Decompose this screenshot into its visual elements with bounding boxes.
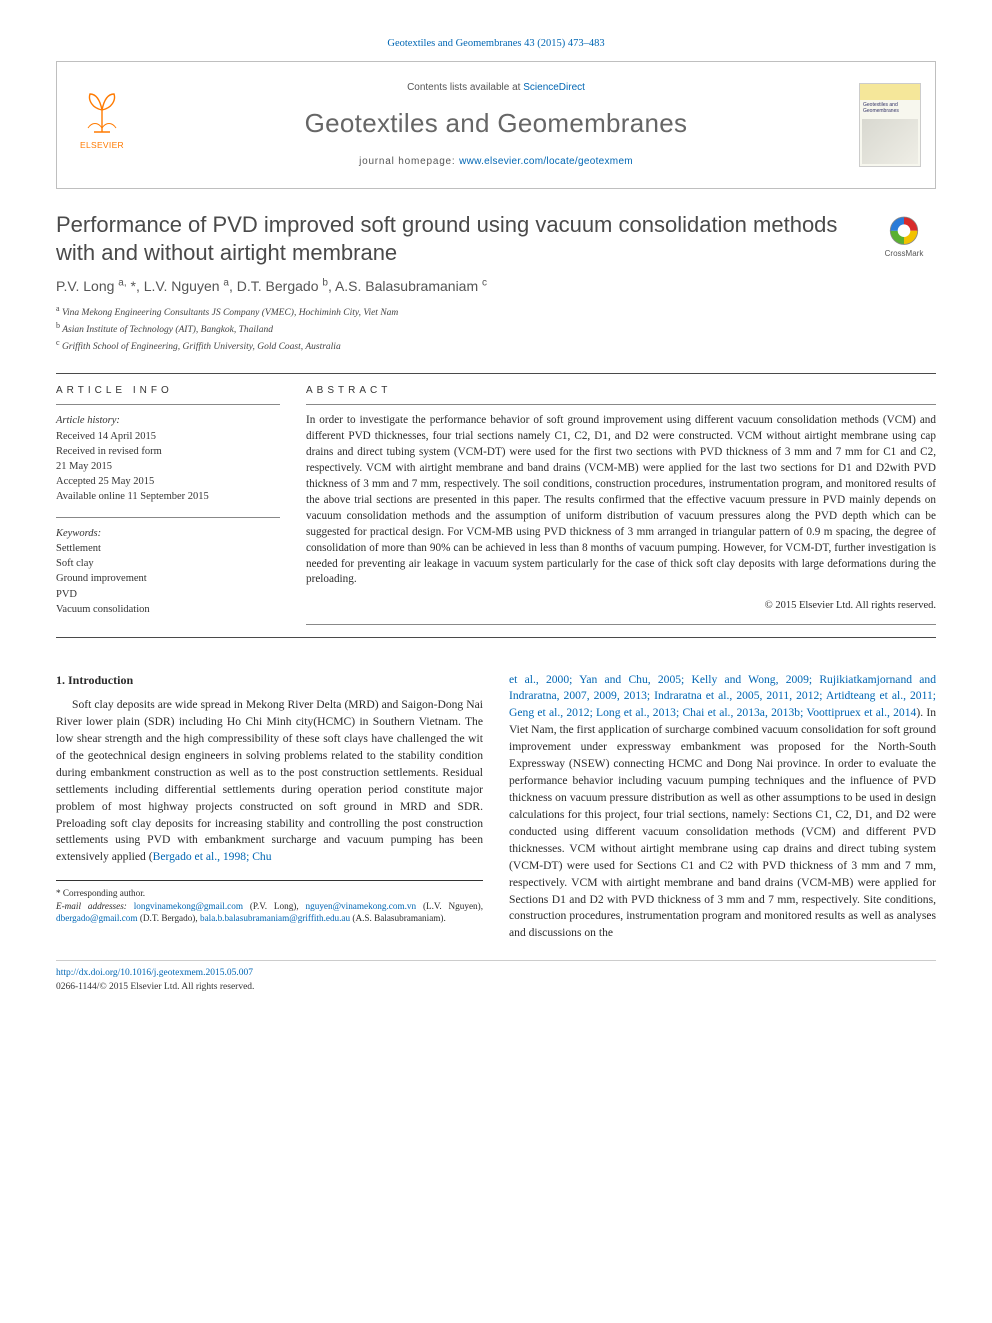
corresponding-emails: E-mail addresses: longvinamekong@gmail.c… [56, 900, 483, 925]
cover-thumbnail-cell: Geotextiles and Geomembranes [845, 62, 935, 188]
intro-text-1: Soft clay deposits are wide spread in Me… [56, 698, 483, 863]
thin-rule [56, 404, 280, 405]
journal-cover-thumbnail: Geotextiles and Geomembranes [859, 83, 921, 167]
doi-link[interactable]: http://dx.doi.org/10.1016/j.geotexmem.20… [56, 968, 253, 978]
journal-homepage-link[interactable]: www.elsevier.com/locate/geotexmem [459, 156, 633, 167]
thin-rule [56, 517, 280, 518]
citation-link[interactable]: et al., 2000; Yan and Chu, 2005; Kelly a… [509, 673, 936, 720]
homepage-prefix: journal homepage: [359, 156, 459, 167]
section-divider [56, 637, 936, 638]
intro-text-2: ). In Viet Nam, the first application of… [509, 706, 936, 939]
page-footer: http://dx.doi.org/10.1016/j.geotexmem.20… [56, 960, 936, 995]
elsevier-tree-icon [78, 88, 126, 136]
citation-link[interactable]: Bergado et al., 1998; Chu [153, 850, 272, 863]
body-columns: 1. Introduction Soft clay deposits are w… [56, 672, 936, 943]
crossmark-label: CrossMark [885, 248, 924, 260]
crossmark-badge[interactable]: CrossMark [872, 215, 936, 259]
keywords-list: SettlementSoft clayGround improvementPVD… [56, 541, 280, 617]
elsevier-logo: ELSEVIER [71, 88, 133, 162]
header-citation: Geotextiles and Geomembranes 43 (2015) 4… [56, 36, 936, 51]
article-title: Performance of PVD improved soft ground … [56, 211, 856, 266]
contents-prefix: Contents lists available at [407, 82, 523, 93]
abstract-text: In order to investigate the performance … [306, 413, 936, 588]
article-info-heading: ARTICLE INFO [56, 384, 280, 399]
email-label: E-mail addresses: [56, 901, 127, 911]
publisher-logo-cell: ELSEVIER [57, 62, 147, 188]
intro-paragraph: Soft clay deposits are wide spread in Me… [56, 697, 483, 866]
section-divider [56, 373, 936, 374]
contents-available-line: Contents lists available at ScienceDirec… [407, 81, 585, 96]
section-1-heading: 1. Introduction [56, 672, 483, 690]
abstract-copyright: © 2015 Elsevier Ltd. All rights reserved… [306, 598, 936, 613]
corresponding-author-box: * Corresponding author. E-mail addresses… [56, 880, 483, 924]
journal-header-box: ELSEVIER Contents lists available at Sci… [56, 61, 936, 189]
history-lines: Received 14 April 2015Received in revise… [56, 429, 280, 505]
crossmark-icon [887, 215, 921, 246]
email-link[interactable]: bala.b.balasubramaniam@griffith.edu.au [200, 913, 350, 923]
email-link[interactable]: nguyen@vinamekong.com.vn [306, 901, 417, 911]
authors-line: P.V. Long a, *, L.V. Nguyen a, D.T. Berg… [56, 276, 936, 296]
sciencedirect-link[interactable]: ScienceDirect [523, 82, 585, 93]
issn-copyright: 0266-1144/© 2015 Elsevier Ltd. All right… [56, 982, 254, 992]
cover-title: Geotextiles and Geomembranes [860, 100, 920, 117]
keywords-label: Keywords: [56, 526, 280, 541]
journal-homepage-line: journal homepage: www.elsevier.com/locat… [359, 155, 633, 170]
history-label: Article history: [56, 413, 280, 428]
abstract-heading: ABSTRACT [306, 384, 936, 399]
email-link[interactable]: dbergado@gmail.com [56, 913, 138, 923]
corresponding-star-line: * Corresponding author. [56, 887, 483, 899]
thin-rule [306, 624, 936, 625]
intro-paragraph-continued: et al., 2000; Yan and Chu, 2005; Kelly a… [509, 672, 936, 943]
article-info-column: ARTICLE INFO Article history: Received 1… [56, 384, 280, 633]
affiliations: a Vina Mekong Engineering Consultants JS… [56, 303, 936, 355]
abstract-column: ABSTRACT In order to investigate the per… [306, 384, 936, 633]
thin-rule [306, 404, 936, 405]
journal-name: Geotextiles and Geomembranes [305, 105, 688, 143]
publisher-name: ELSEVIER [80, 139, 124, 151]
email-link[interactable]: longvinamekong@gmail.com [134, 901, 243, 911]
